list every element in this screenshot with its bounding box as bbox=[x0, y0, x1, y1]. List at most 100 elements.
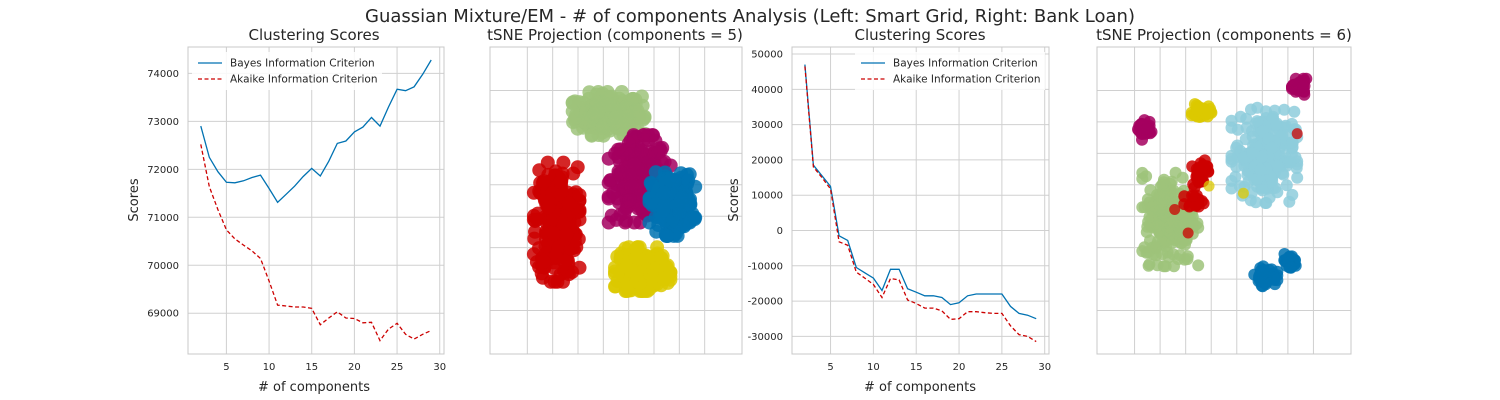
scatter-point bbox=[1256, 184, 1269, 197]
scatter-point bbox=[1246, 147, 1259, 160]
panel4-title: tSNE Projection (components = 6) bbox=[1096, 26, 1352, 44]
panel2-plot bbox=[489, 46, 743, 355]
scatter-point bbox=[606, 186, 621, 201]
scatter-point bbox=[1197, 159, 1209, 172]
scatter-point bbox=[1152, 235, 1165, 248]
scatter-point bbox=[659, 228, 674, 243]
scatter-points bbox=[1132, 72, 1313, 293]
scatter-point bbox=[1157, 183, 1170, 196]
y-tick-label: -30000 bbox=[748, 332, 783, 343]
legend-box bbox=[855, 52, 1045, 90]
scatter-point bbox=[1152, 219, 1165, 232]
x-tick-label: 25 bbox=[996, 362, 1009, 373]
scatter-point bbox=[623, 263, 638, 278]
x-tick-label: 10 bbox=[867, 362, 880, 373]
panel1-plot: 5 10 15 20 25 30 69000 70000 71000 72000 73000 7400… bbox=[147, 46, 446, 373]
scatter-point bbox=[1283, 251, 1296, 264]
plot-frame bbox=[1096, 46, 1352, 355]
x-tick-label: 15 bbox=[305, 362, 318, 373]
y-tick-label: -20000 bbox=[748, 297, 783, 308]
x-tick-label: 30 bbox=[1038, 362, 1051, 373]
figure-title: Guassian Mixture/EM - # of components An… bbox=[365, 6, 1135, 27]
panel2-title: tSNE Projection (components = 5) bbox=[487, 26, 743, 44]
scatter-point bbox=[1152, 198, 1165, 211]
scatter-point bbox=[628, 103, 643, 118]
scatter-point bbox=[1286, 136, 1299, 149]
cluster-5 bbox=[1248, 260, 1284, 293]
panel3-plot: 5 10 15 20 25 30 -30000 -20000 -10000 0 10000 20000… bbox=[748, 46, 1051, 373]
scatter-point bbox=[1240, 121, 1253, 134]
scatter-point bbox=[608, 110, 623, 125]
plot-frame bbox=[791, 46, 1050, 355]
scatter-point bbox=[1291, 128, 1303, 140]
scatter-point bbox=[630, 240, 645, 255]
panel-bank-loan-tsne: tSNE Projection (components = 6) bbox=[1096, 26, 1352, 355]
y-tick-label: 40000 bbox=[751, 85, 783, 96]
x-tick-label: 20 bbox=[348, 362, 361, 373]
scatter-point bbox=[1225, 114, 1238, 127]
cluster-2 bbox=[526, 155, 587, 289]
scatter-point bbox=[534, 266, 549, 281]
scatter-point bbox=[634, 89, 649, 104]
y-tick-label: -10000 bbox=[748, 261, 783, 272]
scatter-point bbox=[1245, 186, 1258, 199]
scatter-point bbox=[1245, 103, 1257, 116]
scatter-point bbox=[1270, 118, 1282, 131]
plot-frame bbox=[489, 46, 743, 355]
scatter-point bbox=[1266, 141, 1278, 154]
scatter-point bbox=[677, 219, 692, 234]
scatter-point bbox=[1141, 220, 1154, 233]
legend-label: Bayes Information Criterion bbox=[230, 58, 375, 70]
scatter-point bbox=[1249, 196, 1262, 209]
y-tick-label: 70000 bbox=[147, 261, 179, 272]
panel4-plot bbox=[1096, 46, 1352, 355]
scatter-point bbox=[536, 174, 551, 189]
y-tick-label: 72000 bbox=[147, 165, 179, 176]
scatter-point bbox=[589, 95, 604, 110]
y-tick-label: 20000 bbox=[751, 155, 783, 166]
y-tick-label: 71000 bbox=[147, 213, 179, 224]
scatter-point bbox=[645, 269, 660, 284]
cluster-0 bbox=[1286, 72, 1313, 101]
x-tick-label: 30 bbox=[433, 362, 446, 373]
scatter-point bbox=[1254, 163, 1267, 176]
scatter-point bbox=[559, 227, 574, 242]
scatter-point bbox=[1230, 141, 1243, 154]
legend: Bayes Information Criterion Akaike Inform… bbox=[192, 52, 382, 90]
scatter-points bbox=[526, 85, 703, 298]
scatter-point bbox=[1165, 175, 1178, 188]
scatter-point bbox=[651, 145, 666, 160]
scatter-point bbox=[1142, 246, 1155, 258]
scatter-point bbox=[622, 193, 637, 208]
scatter-point bbox=[1289, 151, 1302, 164]
scatter-point bbox=[624, 179, 639, 194]
cluster-2 bbox=[1185, 98, 1218, 123]
panel1-title: Clustering Scores bbox=[248, 26, 379, 44]
scatter-point bbox=[622, 168, 637, 183]
legend-box bbox=[192, 52, 382, 90]
scatter-point bbox=[526, 185, 541, 200]
scatter-point bbox=[556, 155, 571, 170]
scatter-point bbox=[1173, 229, 1186, 242]
scatter-point bbox=[648, 165, 663, 180]
scatter-point bbox=[587, 106, 602, 121]
scatter-point bbox=[1203, 180, 1215, 192]
scatter-point bbox=[1260, 197, 1273, 209]
scatter-point bbox=[656, 203, 671, 218]
scatter-point bbox=[656, 272, 671, 287]
y-tick-label: 10000 bbox=[751, 191, 783, 202]
y-tick-label: 0 bbox=[777, 226, 783, 237]
scatter-point bbox=[582, 85, 597, 100]
scatter-point bbox=[1280, 179, 1293, 192]
y-tick-label: 69000 bbox=[147, 309, 179, 320]
scatter-point bbox=[557, 254, 572, 269]
scatter-point bbox=[1256, 267, 1269, 280]
scatter-point bbox=[530, 206, 545, 221]
panel3-ylabel: Scores bbox=[727, 178, 742, 221]
x-tick-label: 15 bbox=[910, 362, 923, 373]
panel-smart-grid-tsne: tSNE Projection (components = 5) bbox=[487, 26, 743, 355]
scatter-point bbox=[1178, 190, 1191, 203]
scatter-point bbox=[561, 196, 576, 211]
x-tick-label: 25 bbox=[391, 362, 404, 373]
